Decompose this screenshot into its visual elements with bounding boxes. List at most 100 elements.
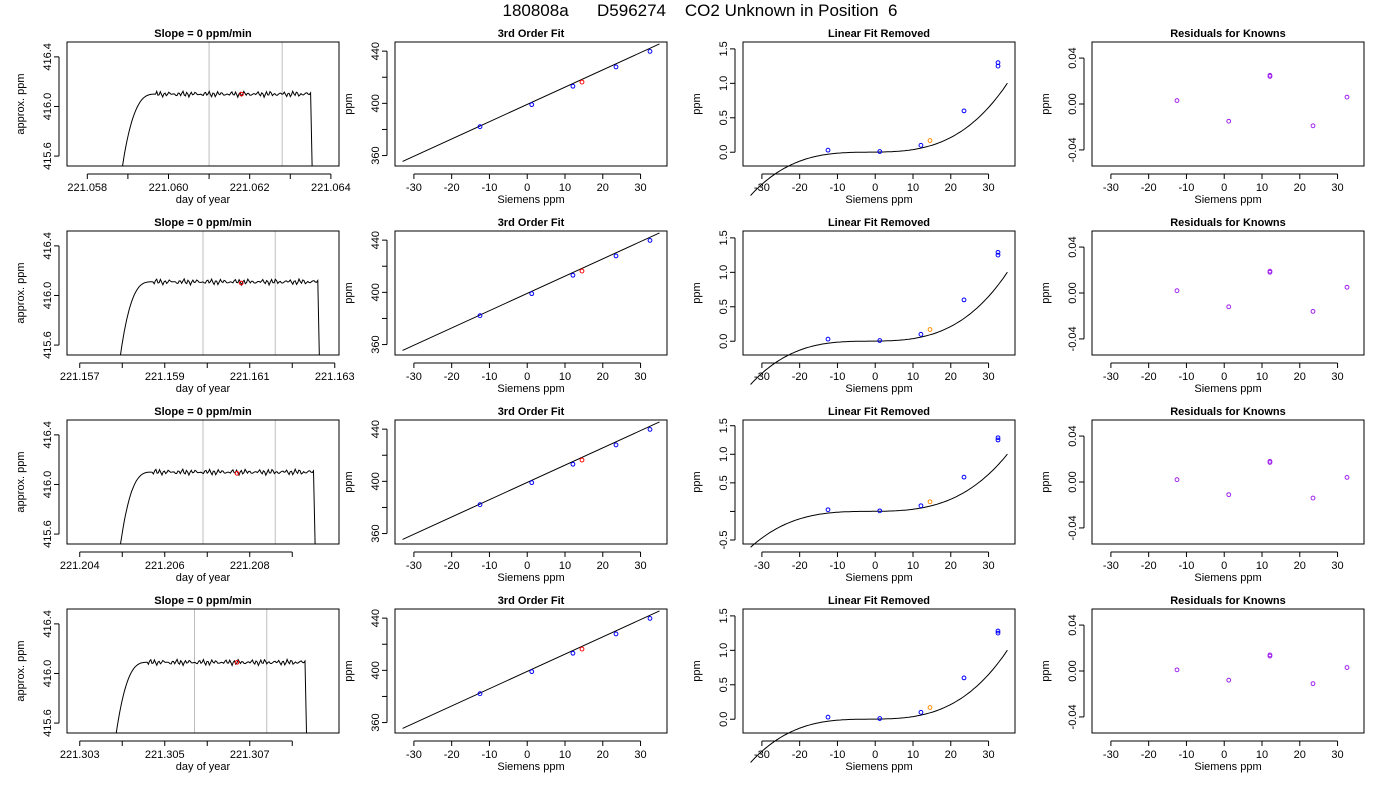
- y-tick-label: 416.0: [42, 93, 54, 121]
- x-tick-label: 30: [634, 371, 646, 383]
- x-tick-label: 10: [907, 182, 919, 194]
- y-axis-label: approx. ppm: [15, 640, 27, 701]
- chart-panel-13: Slope = 0 ppm/min 221.303 221.305 221.307da…: [15, 595, 340, 773]
- x-tick-label: 221.307: [230, 749, 270, 761]
- x-tick-label: -20: [792, 749, 808, 761]
- signal-trace: [115, 658, 308, 733]
- residual-point: [1267, 268, 1273, 274]
- x-axis-label: Siemens ppm: [1194, 761, 1261, 773]
- known-point: [825, 714, 831, 720]
- known-point: [477, 502, 483, 508]
- y-tick-label: 1.0: [718, 643, 730, 658]
- chart-panel-2: 3rd Order Fit -30 -20 -10 0 10 20 30 Siemens ppm…: [343, 28, 668, 206]
- known-point: [995, 628, 1001, 634]
- x-tick-label: 0: [524, 749, 530, 761]
- chart-title: Linear Fit Removed: [828, 28, 930, 40]
- chart-title: Linear Fit Removed: [828, 406, 930, 418]
- y-axis-label: ppm: [1040, 282, 1052, 303]
- x-tick-label: 10: [559, 560, 571, 572]
- plot-frame: [66, 419, 340, 545]
- known-point: [918, 503, 924, 509]
- residual-point: [1310, 123, 1316, 129]
- x-tick-label: 221.157: [60, 371, 100, 383]
- unknown-marker: [234, 471, 240, 476]
- x-tick-label: 30: [1331, 182, 1343, 194]
- x-tick-label: 20: [1294, 182, 1306, 194]
- y-axis-label: approx. ppm: [15, 262, 27, 323]
- x-axis-label: Siemens ppm: [1194, 383, 1261, 395]
- x-tick-label: -10: [481, 371, 497, 383]
- unknown-marker: [239, 91, 244, 97]
- x-tick-label: 10: [1256, 560, 1268, 572]
- plot-frame: [1091, 41, 1365, 167]
- x-axis-label: day of year: [176, 761, 231, 773]
- known-point: [961, 675, 967, 681]
- fit-curve: [750, 453, 1008, 548]
- x-tick-label: 20: [945, 182, 957, 194]
- y-axis-label: ppm: [343, 282, 355, 303]
- y-axis-label: ppm: [691, 93, 703, 114]
- y-tick-label: 440: [370, 609, 382, 627]
- chart-panel-10: 3rd Order Fit -30 -20 -10 0 10 20 30 Siemens ppm…: [343, 406, 668, 584]
- x-axis-label: Siemens ppm: [1194, 194, 1261, 206]
- chart-title: 3rd Order Fit: [498, 217, 565, 229]
- x-tick-label: 221.204: [60, 560, 100, 572]
- known-point: [647, 48, 653, 54]
- unknown-point: [579, 268, 585, 274]
- x-tick-label: -10: [1178, 371, 1194, 383]
- chart-panel-4: Residuals for Knowns -30 -20 -10 0 10 20 30 Siem…: [1040, 28, 1365, 206]
- chart-title: Slope = 0 ppm/min: [154, 217, 252, 229]
- x-tick-label: -10: [481, 182, 497, 194]
- x-tick-label: -10: [829, 371, 845, 383]
- x-tick-label: 20: [945, 371, 957, 383]
- chart-title: Residuals for Knowns: [1170, 28, 1286, 40]
- x-tick-label: -20: [1141, 182, 1157, 194]
- residual-point: [1344, 284, 1350, 290]
- y-tick-label: 1.5: [718, 418, 730, 433]
- x-tick-label: 0: [1221, 371, 1227, 383]
- x-axis-label: Siemens ppm: [845, 194, 912, 206]
- known-point: [995, 630, 1001, 636]
- y-tick-label: 416.4: [42, 610, 54, 638]
- x-tick-label: 20: [945, 749, 957, 761]
- residual-point: [1344, 94, 1350, 100]
- y-tick-label: 360: [370, 713, 382, 731]
- chart-title: Linear Fit Removed: [828, 595, 930, 607]
- y-tick-label: 440: [370, 420, 382, 438]
- x-tick-label: 20: [945, 560, 957, 572]
- known-point: [995, 249, 1001, 255]
- x-tick-label: -30: [406, 749, 422, 761]
- y-tick-label: 415.6: [42, 520, 54, 548]
- x-tick-label: 0: [872, 182, 878, 194]
- residual-point: [1267, 652, 1273, 658]
- x-tick-label: -20: [444, 560, 460, 572]
- x-tick-label: -30: [754, 371, 770, 383]
- chart-title: Slope = 0 ppm/min: [154, 406, 252, 418]
- signal-trace: [119, 467, 316, 544]
- chart-panel-1: Slope = 0 ppm/min 221.058 221.060 221.062 22…: [15, 28, 351, 206]
- x-tick-label: 10: [1256, 749, 1268, 761]
- x-tick-label: 0: [872, 371, 878, 383]
- plot-frame: [1091, 230, 1365, 356]
- x-tick-label: -10: [481, 749, 497, 761]
- plot-frame: [394, 608, 668, 734]
- x-axis-label: Siemens ppm: [845, 761, 912, 773]
- x-tick-label: 30: [982, 371, 994, 383]
- y-tick-label: 0.5: [718, 110, 730, 125]
- y-axis-label: ppm: [343, 660, 355, 681]
- known-point: [529, 291, 535, 297]
- chart-panel-9: Slope = 0 ppm/min 221.204 221.206 221.208da…: [15, 406, 340, 584]
- plot-frame: [742, 419, 1016, 545]
- chart-panel-16: Residuals for Knowns -30 -20 -10 0 10 20 30 Siem…: [1040, 595, 1365, 773]
- y-tick-label: 1.0: [718, 265, 730, 280]
- x-tick-label: -10: [829, 749, 845, 761]
- y-tick-label: 0.04: [1067, 425, 1079, 446]
- y-tick-label: 415.6: [42, 709, 54, 737]
- signal-trace: [122, 89, 313, 166]
- plot-frame: [1091, 419, 1365, 545]
- y-tick-label: 0.04: [1067, 614, 1079, 635]
- y-tick-label: -0.04: [1067, 326, 1079, 351]
- known-point: [613, 253, 619, 259]
- chart-panel-6: 3rd Order Fit -30 -20 -10 0 10 20 30 Siemens ppm…: [343, 217, 668, 395]
- y-axis-label: approx. ppm: [15, 451, 27, 512]
